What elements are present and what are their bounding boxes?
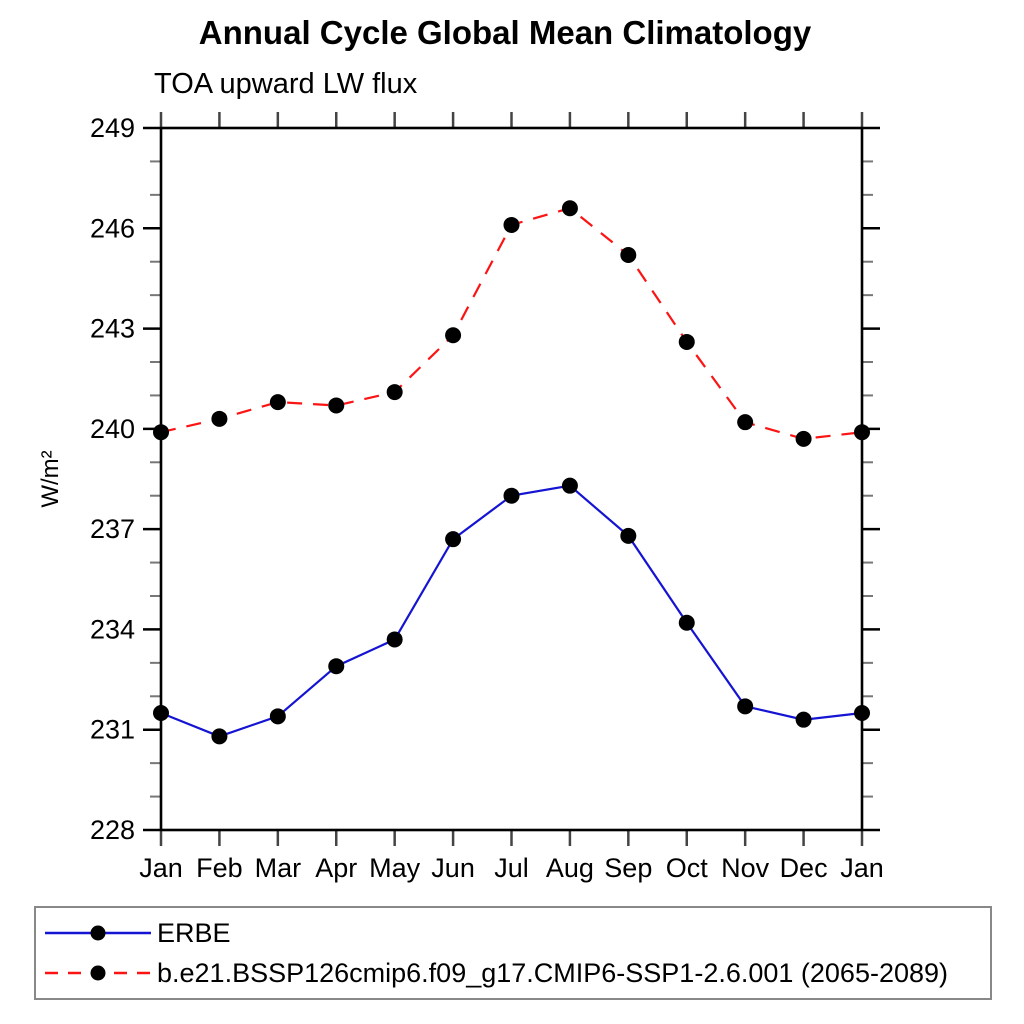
x-tick-label: Apr xyxy=(315,853,357,883)
data-point-marker xyxy=(795,430,812,447)
legend-line-sample-dashed xyxy=(45,965,151,981)
axis-frame xyxy=(159,126,864,832)
y-tick-label: 231 xyxy=(90,715,135,745)
data-point-marker xyxy=(386,631,403,648)
y-tick-label: 237 xyxy=(90,514,135,544)
x-tick-label: Jan xyxy=(840,853,884,883)
series-line-0 xyxy=(160,484,863,738)
chart-title: Annual Cycle Global Mean Climatology xyxy=(198,14,812,51)
legend-marker-icon xyxy=(90,965,106,981)
x-tick-label: Aug xyxy=(546,853,594,883)
data-point-marker xyxy=(854,424,870,441)
data-point-marker xyxy=(503,216,520,233)
data-point-marker xyxy=(386,384,403,401)
x-tick-label: Oct xyxy=(666,853,709,883)
y-tick-label: 234 xyxy=(90,614,135,644)
legend-marker-icon xyxy=(90,925,106,941)
legend-item-erbe: ERBE xyxy=(42,918,990,948)
x-tick-label: May xyxy=(369,853,421,883)
data-point-marker xyxy=(678,614,695,631)
data-point-marker xyxy=(211,410,228,427)
y-axis-label: W/m² xyxy=(37,450,64,507)
series-line-1 xyxy=(160,206,863,441)
y-tick-label: 228 xyxy=(90,815,135,845)
legend-label-model: b.e21.BSSP126cmip6.f09_g17.CMIP6-SSP1-2.… xyxy=(157,957,949,988)
data-point-marker xyxy=(561,200,578,217)
data-point-marker xyxy=(211,728,228,745)
data-point-marker xyxy=(445,531,462,548)
plot-area: 228 231 234 237 240 243 246 249 Jan Feb Mar Apr May J… xyxy=(37,112,884,883)
x-tick-label: Jul xyxy=(494,853,529,883)
data-point-marker xyxy=(445,327,462,344)
data-point-marker xyxy=(561,477,578,494)
data-point-marker xyxy=(854,705,870,721)
y-tick-label: 249 xyxy=(90,113,135,143)
data-point-marker xyxy=(795,711,812,728)
x-tick-label: Feb xyxy=(196,853,243,883)
data-point-marker xyxy=(678,333,695,350)
data-point-marker xyxy=(620,247,637,264)
x-tick-label: Sep xyxy=(604,853,652,883)
x-tick-label: Mar xyxy=(255,853,302,883)
data-point-marker xyxy=(737,414,754,431)
data-point-marker xyxy=(269,394,286,411)
data-point-marker xyxy=(328,397,345,414)
data-point-marker xyxy=(153,424,169,441)
y-tick-label: 246 xyxy=(90,213,135,243)
x-tick-label: Jan xyxy=(139,853,183,883)
x-tick-label: Dec xyxy=(780,853,828,883)
data-point-marker xyxy=(503,487,520,504)
data-point-marker xyxy=(153,705,169,721)
y-tick-label: 240 xyxy=(90,414,135,444)
legend: ERBE b.e21.BSSP126cmip6.f09_g17.CMIP6-SS… xyxy=(34,906,992,1000)
x-tick-label: Jun xyxy=(431,853,475,883)
y-tick-label: 243 xyxy=(90,314,135,344)
legend-item-model: b.e21.BSSP126cmip6.f09_g17.CMIP6-SSP1-2.… xyxy=(42,958,990,988)
legend-line-sample-solid xyxy=(45,925,151,941)
legend-label-erbe: ERBE xyxy=(157,917,231,948)
data-point-marker xyxy=(328,658,345,675)
chart-subtitle: TOA upward LW flux xyxy=(154,68,418,100)
data-point-marker xyxy=(620,527,637,544)
data-point-marker xyxy=(737,698,754,715)
x-tick-label: Nov xyxy=(721,853,770,883)
data-point-marker xyxy=(269,708,286,725)
